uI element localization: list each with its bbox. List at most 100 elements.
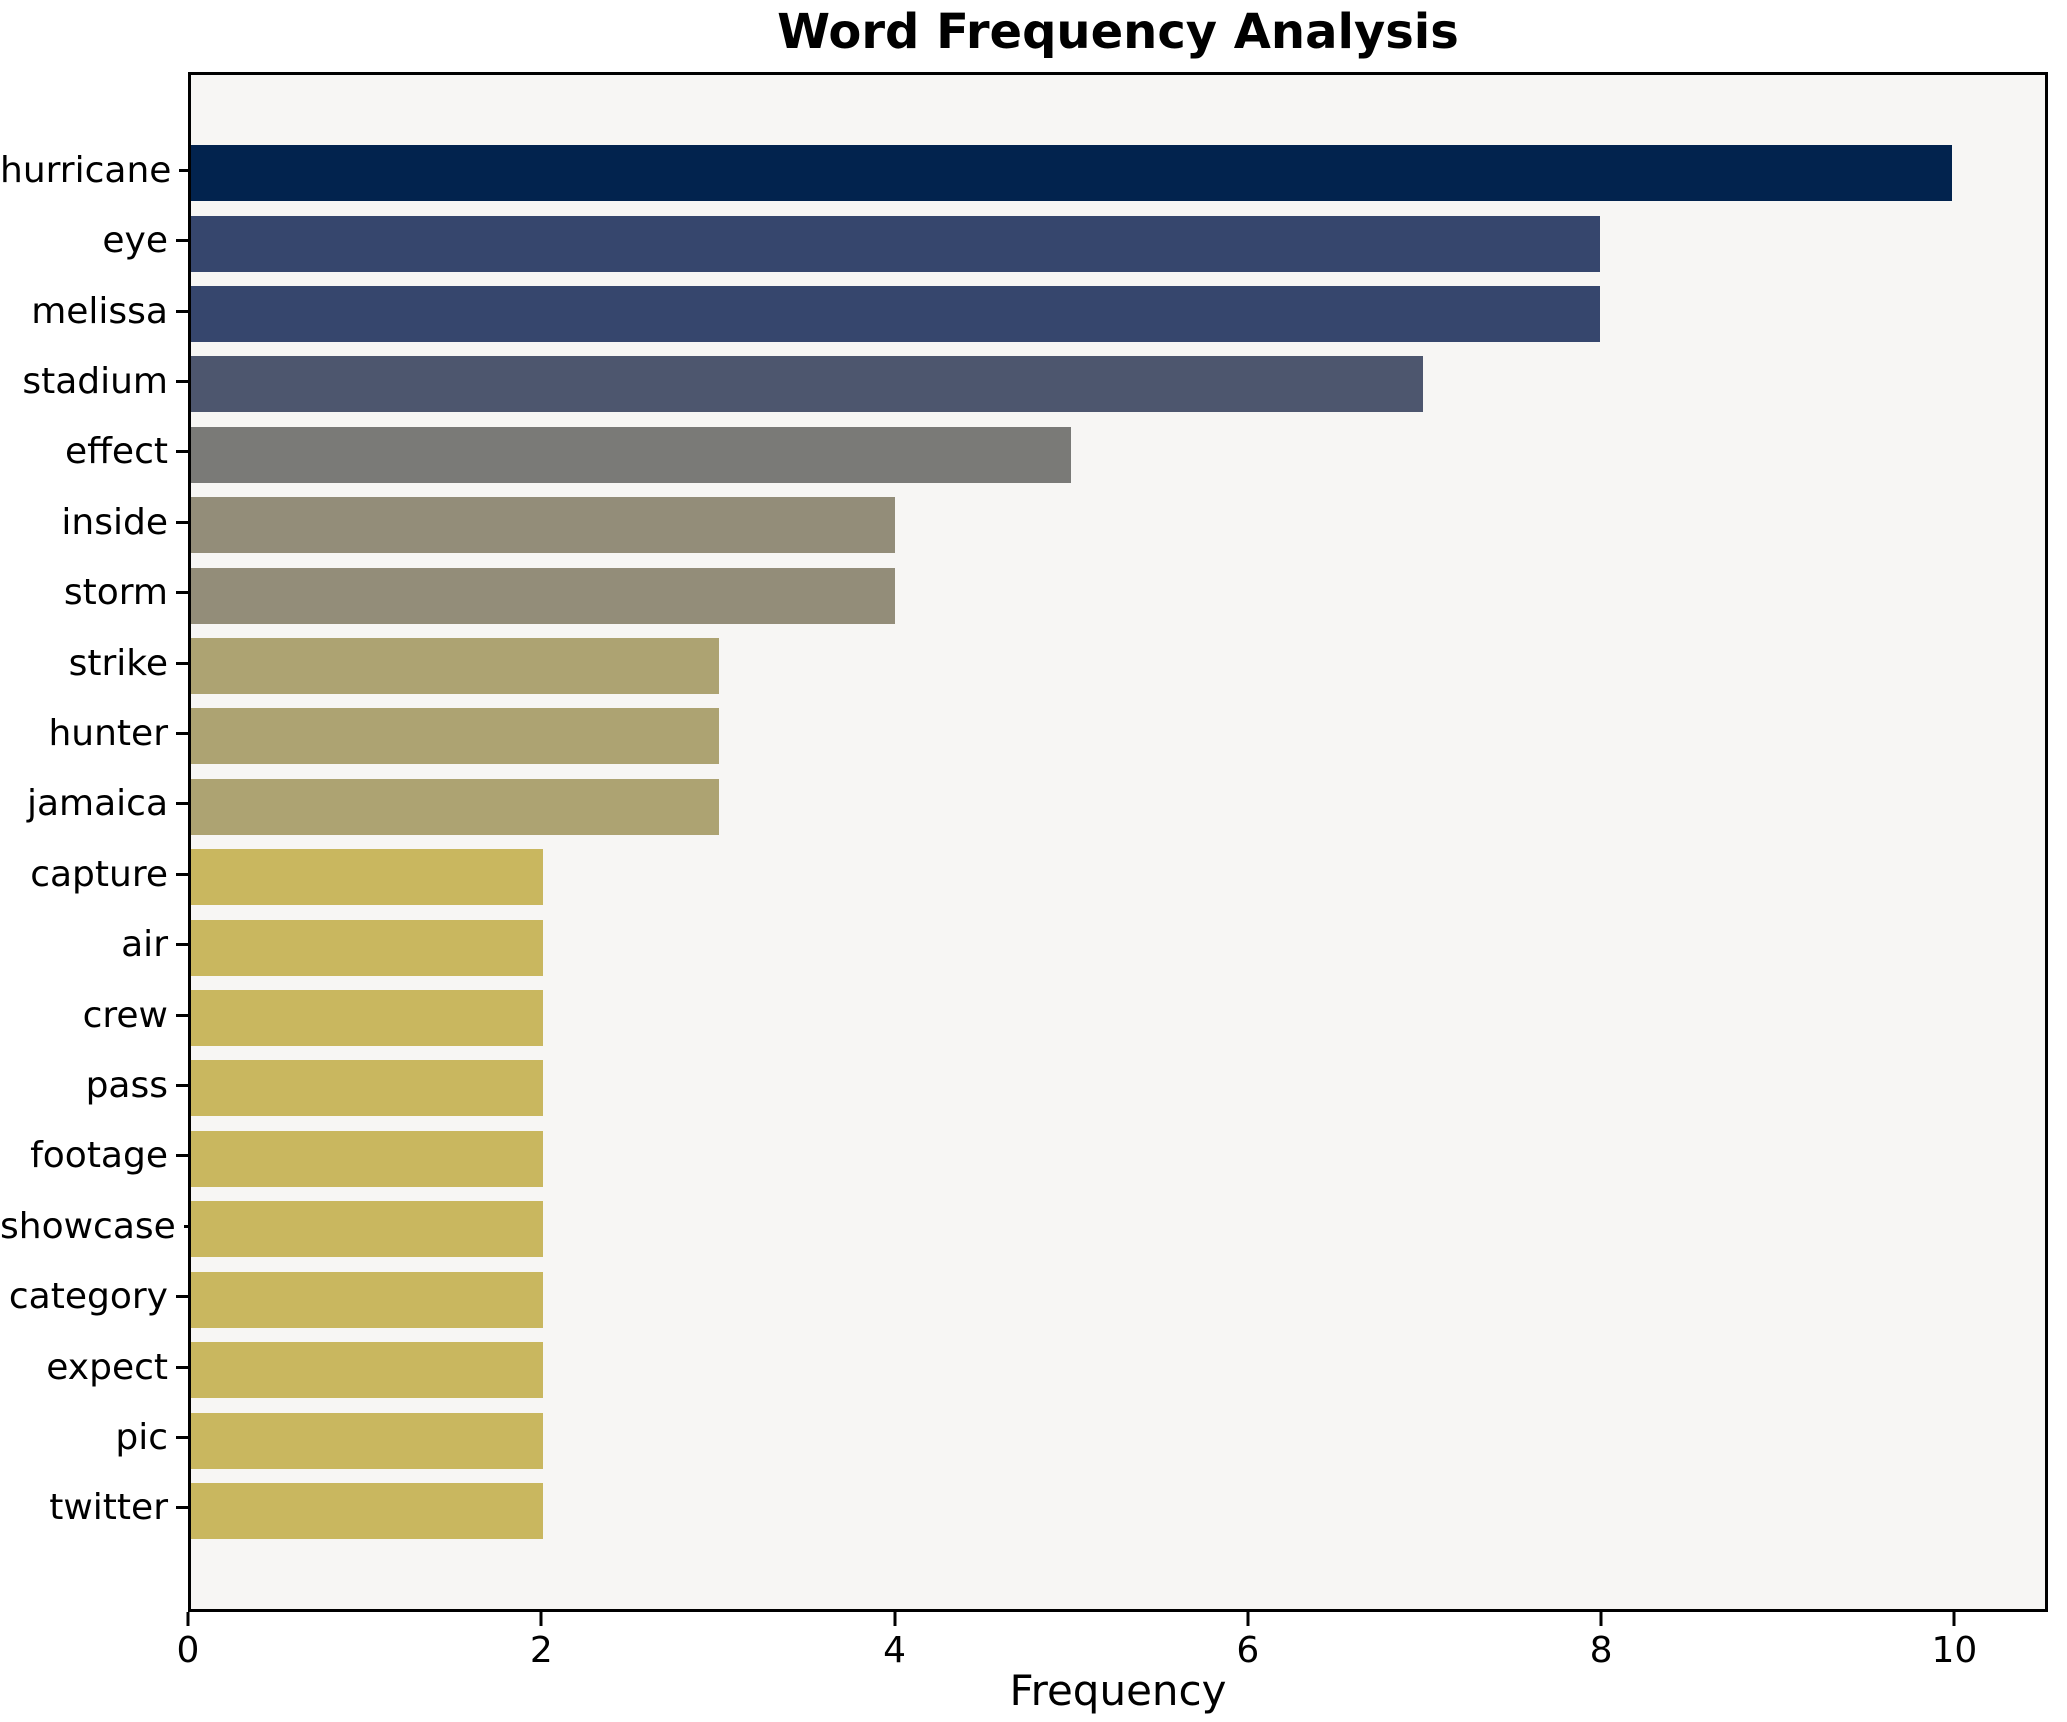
y-tick-mark	[176, 379, 188, 383]
y-label-row-crew: crew	[0, 980, 188, 1050]
bar-row-hunter	[191, 701, 2045, 771]
bar-row-pic	[191, 1405, 2045, 1475]
y-label-row-pass: pass	[0, 1050, 188, 1120]
y-tick-mark	[176, 450, 188, 454]
bar-hunter	[191, 708, 720, 765]
y-label-footage: footage	[30, 1135, 168, 1177]
x-axis-ticks: 0 2 4 6 8 10	[177, 1612, 2048, 1722]
y-tick-mark	[176, 943, 188, 947]
y-label-row-effect: effect	[0, 417, 188, 487]
y-tick-mark	[179, 168, 188, 172]
bar-twitter	[191, 1482, 544, 1539]
y-label-crew: crew	[82, 994, 168, 1036]
bar-row-storm	[191, 560, 2045, 630]
y-tick-mark	[176, 731, 188, 735]
y-label-row-air: air	[0, 909, 188, 979]
bar-row-air	[191, 912, 2045, 982]
bar-row-pass	[191, 1053, 2045, 1123]
y-tick-mark	[176, 309, 188, 313]
y-label-effect: effect	[64, 431, 168, 473]
bar-row-stadium	[191, 349, 2045, 419]
bar-row-effect	[191, 420, 2045, 490]
y-label-twitter: twitter	[49, 1487, 168, 1529]
y-label-showcase: showcase	[0, 1205, 176, 1247]
y-label-row-jamaica: jamaica	[0, 769, 188, 839]
bar-footage	[191, 1130, 544, 1187]
bar-row-twitter	[191, 1476, 2045, 1546]
bar-jamaica	[191, 778, 720, 835]
y-label-row-stadium: stadium	[0, 346, 188, 416]
y-tick-mark	[176, 1295, 188, 1299]
bar-inside	[191, 497, 896, 554]
y-label-row-category: category	[0, 1262, 188, 1332]
y-label-storm: storm	[63, 572, 168, 614]
x-tick-label-10: 10	[1931, 1630, 1978, 1671]
y-tick-mark	[176, 591, 188, 595]
y-label-row-storm: storm	[0, 557, 188, 627]
y-label-row-hurricane: hurricane	[0, 135, 188, 205]
x-tick-mark-2	[539, 1612, 543, 1626]
y-tick-mark	[176, 1083, 188, 1087]
bars-layer	[191, 138, 2045, 1546]
y-tick-mark	[176, 802, 188, 806]
x-tick-label-6: 6	[1236, 1630, 1260, 1671]
bar-effect	[191, 426, 1072, 483]
bar-row-jamaica	[191, 772, 2045, 842]
y-label-row-twitter: twitter	[0, 1473, 188, 1543]
bar-strike	[191, 638, 720, 695]
y-tick-mark	[176, 1013, 188, 1017]
x-tick-mark-4	[893, 1612, 897, 1626]
bar-row-showcase	[191, 1194, 2045, 1264]
bar-row-eye	[191, 208, 2045, 278]
bar-hurricane	[191, 145, 1952, 202]
y-label-row-expect: expect	[0, 1332, 188, 1402]
bar-row-crew	[191, 983, 2045, 1053]
y-tick-mark	[176, 1365, 188, 1369]
bar-eye	[191, 215, 1600, 272]
y-tick-mark	[176, 520, 188, 524]
x-tick-label-8: 8	[1589, 1630, 1613, 1671]
plot-area	[188, 72, 2048, 1612]
y-label-jamaica: jamaica	[26, 783, 168, 825]
bar-stadium	[191, 356, 1424, 413]
bar-capture	[191, 849, 544, 906]
y-tick-mark	[176, 239, 188, 243]
y-axis-labels: hurricane eye melissa stadium effect inside st…	[0, 135, 188, 1543]
y-label-strike: strike	[68, 642, 168, 684]
y-label-melissa: melissa	[31, 290, 168, 332]
x-tick-mark-10	[1952, 1612, 1956, 1626]
y-label-expect: expect	[46, 1346, 168, 1388]
y-tick-mark	[183, 1224, 188, 1228]
y-label-hunter: hunter	[48, 712, 168, 754]
bar-row-inside	[191, 490, 2045, 560]
bar-row-strike	[191, 631, 2045, 701]
x-axis-title: Frequency	[1009, 1666, 1227, 1715]
y-label-hurricane: hurricane	[0, 149, 172, 191]
y-label-stadium: stadium	[22, 360, 168, 402]
bar-melissa	[191, 286, 1600, 343]
x-tick-mark-6	[1246, 1612, 1250, 1626]
bar-category	[191, 1271, 544, 1328]
y-tick-mark	[176, 1436, 188, 1440]
bar-showcase	[191, 1201, 544, 1258]
bar-row-melissa	[191, 279, 2045, 349]
y-tick-mark	[176, 872, 188, 876]
bar-storm	[191, 567, 896, 624]
bar-row-category	[191, 1265, 2045, 1335]
y-label-pass: pass	[85, 1064, 168, 1106]
y-label-category: category	[8, 1276, 168, 1318]
x-tick-mark-0	[186, 1612, 190, 1626]
y-label-capture: capture	[30, 853, 168, 895]
bar-pic	[191, 1412, 544, 1469]
x-tick-label-2: 2	[529, 1630, 553, 1671]
bar-row-footage	[191, 1124, 2045, 1194]
bar-expect	[191, 1342, 544, 1399]
y-tick-mark	[176, 1154, 188, 1158]
bar-row-hurricane	[191, 138, 2045, 208]
y-tick-mark	[176, 1506, 188, 1510]
y-label-row-melissa: melissa	[0, 276, 188, 346]
y-label-row-eye: eye	[0, 205, 188, 275]
bar-pass	[191, 1060, 544, 1117]
bar-row-capture	[191, 842, 2045, 912]
